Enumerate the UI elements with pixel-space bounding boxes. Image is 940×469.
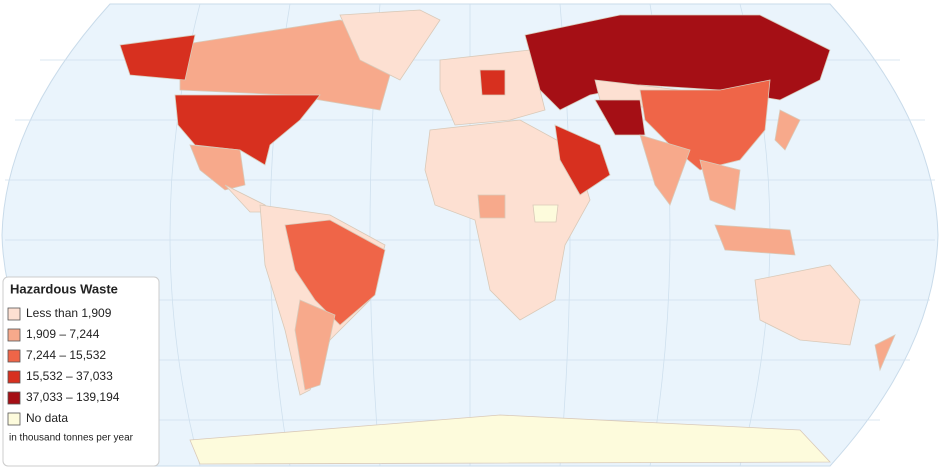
indonesia bbox=[714, 224, 796, 256]
argentina bbox=[294, 299, 336, 391]
legend-label: 7,244 – 15,532 bbox=[26, 348, 106, 362]
legend-label: Less than 1,909 bbox=[26, 306, 112, 320]
new-zealand bbox=[874, 334, 896, 372]
alaska bbox=[119, 34, 196, 81]
legend-label: 37,033 – 139,194 bbox=[26, 390, 120, 404]
china bbox=[639, 79, 771, 171]
countries bbox=[119, 9, 896, 465]
legend-label: 15,532 – 37,033 bbox=[26, 369, 113, 383]
japan bbox=[774, 109, 801, 151]
mexico bbox=[189, 144, 246, 191]
south-sudan bbox=[532, 204, 559, 223]
legend-note: in thousand tonnes per year bbox=[9, 433, 134, 444]
legend-swatch bbox=[7, 307, 21, 321]
legend-swatch bbox=[7, 391, 21, 405]
canada bbox=[179, 19, 401, 111]
usa bbox=[174, 94, 321, 166]
brazil bbox=[284, 219, 386, 326]
iran bbox=[594, 99, 646, 136]
southeast-asia bbox=[699, 159, 741, 211]
legend: Hazardous Waste in thousand tonnes per y… bbox=[2, 276, 160, 467]
legend-swatch bbox=[7, 328, 21, 342]
legend-box bbox=[2, 276, 160, 467]
germany bbox=[479, 69, 506, 96]
legend-swatch bbox=[7, 349, 21, 363]
legend-swatch bbox=[7, 370, 21, 384]
india bbox=[639, 134, 691, 206]
legend-title: Hazardous Waste bbox=[10, 281, 118, 296]
legend-label: 1,909 – 7,244 bbox=[26, 327, 100, 341]
nigeria bbox=[477, 194, 506, 219]
saudi-arabia bbox=[554, 124, 611, 196]
legend-swatch bbox=[7, 412, 21, 426]
legend-label: No data bbox=[26, 411, 68, 425]
greenland bbox=[339, 9, 441, 81]
antarctica bbox=[189, 414, 831, 465]
australia bbox=[754, 264, 861, 346]
